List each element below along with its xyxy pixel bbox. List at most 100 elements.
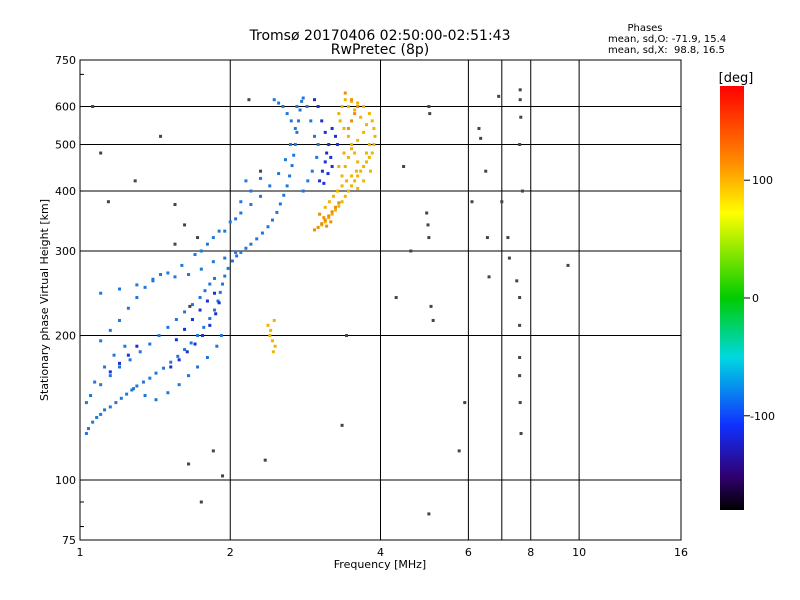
data-point	[166, 325, 170, 329]
data-point	[193, 342, 197, 346]
data-point	[350, 143, 354, 147]
data-point	[312, 134, 316, 138]
data-point	[337, 201, 341, 205]
data-point	[325, 151, 329, 155]
data-point	[143, 285, 147, 289]
data-point	[259, 176, 263, 180]
data-point	[118, 365, 122, 369]
data-point	[84, 432, 88, 436]
data-point	[99, 412, 103, 416]
data-point	[346, 126, 350, 130]
data-point	[333, 134, 337, 138]
data-point	[519, 432, 523, 436]
phase-stats-o: mean, sd,O: -71.9, 15.4	[608, 34, 726, 45]
data-point	[477, 126, 481, 130]
data-point	[217, 301, 221, 305]
x-tick-label: 1	[77, 546, 84, 559]
data-point	[190, 303, 194, 307]
data-point	[470, 200, 474, 204]
data-point	[278, 202, 282, 206]
data-point	[350, 184, 354, 188]
data-point	[500, 200, 504, 204]
chart-subtitle: RwPretec (8p)	[331, 42, 429, 58]
data-point	[249, 242, 253, 246]
data-point	[312, 228, 316, 232]
data-point	[323, 205, 327, 209]
data-point	[219, 334, 223, 338]
data-point	[211, 260, 215, 264]
data-point	[329, 220, 333, 224]
data-point	[273, 344, 277, 348]
data-point	[301, 96, 305, 100]
data-point	[208, 323, 212, 327]
data-point	[356, 105, 360, 109]
data-point	[99, 339, 103, 343]
data-point	[322, 181, 326, 185]
data-point	[108, 328, 112, 332]
data-point	[350, 147, 354, 151]
data-point	[183, 310, 187, 314]
data-point	[89, 394, 93, 398]
data-point	[199, 249, 203, 253]
data-point	[346, 155, 350, 159]
data-point	[211, 449, 215, 453]
data-point	[270, 218, 274, 222]
data-point	[362, 164, 366, 168]
data-point	[205, 242, 209, 246]
data-point	[327, 143, 331, 147]
phase-stats-x: mean, sd,X: 98.8, 16.5	[608, 45, 725, 56]
data-point	[312, 98, 316, 102]
y-axis-label: Stationary phase Virtual Height [km]	[38, 199, 51, 401]
data-point	[221, 474, 225, 478]
data-point	[318, 212, 322, 216]
data-point	[519, 115, 523, 119]
data-point	[277, 101, 281, 105]
data-point	[431, 318, 435, 322]
data-point	[135, 296, 139, 300]
data-point	[234, 217, 238, 221]
data-point	[174, 338, 178, 342]
data-point	[123, 344, 127, 348]
data-point	[295, 105, 299, 109]
data-point	[275, 210, 279, 214]
data-point	[99, 151, 103, 155]
data-point	[135, 283, 139, 287]
data-point	[203, 289, 207, 293]
data-point	[118, 361, 122, 365]
data-point	[362, 179, 366, 183]
data-point	[108, 374, 112, 378]
data-point	[259, 169, 263, 173]
data-point	[223, 229, 227, 233]
data-point	[272, 318, 276, 322]
data-point	[487, 275, 491, 279]
data-point	[285, 112, 289, 116]
data-point	[119, 396, 123, 400]
data-point	[330, 126, 334, 130]
data-point	[309, 119, 313, 123]
data-point	[356, 174, 360, 178]
colorbar	[720, 86, 744, 510]
data-point	[118, 318, 122, 322]
axis-ticks: 1 2 4 6 8 10 16 75 100 200 300 400 500 600 750	[55, 54, 688, 559]
data-point	[330, 164, 334, 168]
phase-stats-heading: Phases	[627, 23, 662, 34]
data-point	[323, 218, 327, 222]
data-point	[409, 249, 413, 253]
data-point	[223, 256, 227, 260]
data-point	[298, 108, 302, 112]
data-point	[346, 105, 350, 109]
data-point	[196, 365, 200, 369]
data-point	[345, 334, 349, 338]
data-point	[196, 236, 200, 240]
data-point	[91, 105, 95, 109]
data-point	[372, 126, 376, 130]
data-point	[283, 158, 287, 162]
data-point	[320, 222, 324, 226]
data-point	[370, 151, 374, 155]
data-point	[112, 353, 116, 357]
data-point	[263, 458, 267, 462]
data-point	[290, 164, 294, 168]
data-point	[333, 208, 337, 212]
data-point	[288, 143, 292, 147]
data-point	[277, 172, 281, 176]
